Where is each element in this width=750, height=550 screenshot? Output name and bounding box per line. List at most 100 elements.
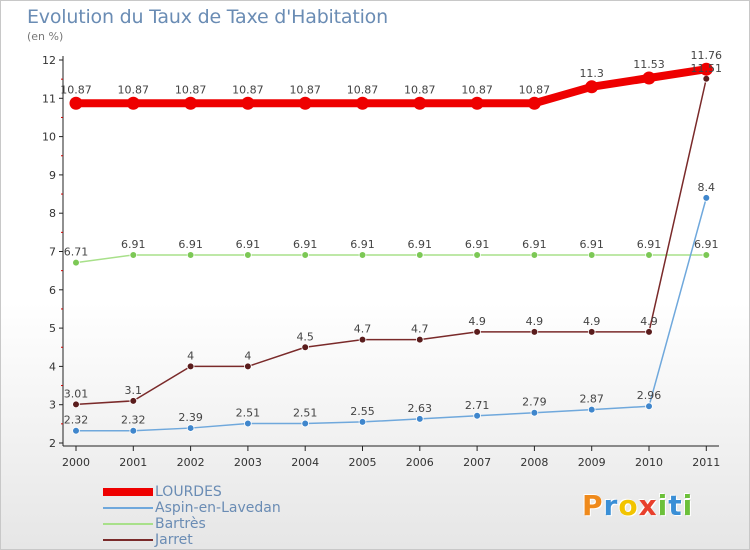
data-point-lourdes: [642, 71, 656, 85]
data-label-lourdes: 10.87: [404, 83, 436, 96]
data-label-lourdes: 10.87: [60, 83, 92, 96]
data-point-jarret: [530, 328, 539, 336]
y-tick-label: 12: [42, 54, 56, 67]
legend-label: Aspin-en-Lavedan: [155, 500, 281, 516]
data-point-lourdes: [527, 96, 541, 110]
data-point-jarret: [702, 74, 711, 83]
x-tick-label: 2009: [578, 456, 606, 469]
data-point-jarret: [415, 335, 424, 344]
data-label-bartr-s: 6.71: [64, 246, 89, 259]
data-label-jarret: 4.9: [640, 315, 658, 328]
data-label-bartr-s: 6.91: [236, 238, 261, 251]
data-label-jarret: 4: [187, 349, 194, 362]
data-point-bartr-s: [129, 251, 138, 259]
y-tick-label: 9: [49, 169, 56, 182]
data-label-aspin-en-lavedan: 2.87: [579, 393, 604, 406]
data-label-aspin-en-lavedan: 2.39: [178, 411, 203, 424]
legend-swatch: [103, 523, 153, 525]
data-label-bartr-s: 6.91: [522, 238, 547, 251]
x-tick-label: 2010: [635, 456, 663, 469]
logo-letter: i: [682, 489, 694, 522]
legend-label: LOURDES: [155, 484, 222, 500]
data-label-lourdes: 11.76: [691, 49, 723, 62]
legend-swatch: [103, 507, 153, 509]
y-tick-label: 11: [42, 92, 56, 105]
y-tick-label: 7: [49, 246, 56, 259]
data-label-jarret: 4.7: [411, 323, 429, 336]
data-point-jarret: [473, 328, 481, 336]
data-point-jarret: [587, 328, 596, 336]
data-label-bartr-s: 6.91: [637, 238, 662, 251]
logo-letter: i: [657, 489, 669, 522]
y-tick-label: 3: [49, 399, 56, 412]
series-line-lourdes: [72, 65, 711, 108]
data-label-aspin-en-lavedan: 2.96: [637, 389, 662, 402]
data-label-aspin-en-lavedan: 2.71: [465, 399, 490, 412]
data-point-aspin-en-lavedan: [645, 402, 653, 411]
data-label-bartr-s: 6.91: [408, 238, 433, 251]
data-point-lourdes: [298, 96, 312, 110]
data-point-aspin-en-lavedan: [301, 419, 310, 428]
data-label-bartr-s: 6.91: [350, 238, 375, 251]
data-label-lourdes: 10.87: [461, 83, 493, 96]
data-label-jarret: 4.5: [296, 330, 314, 343]
data-label-aspin-en-lavedan: 2.51: [293, 406, 318, 419]
data-label-jarret: 4.7: [354, 323, 372, 336]
data-label-aspin-en-lavedan: 8.4: [698, 181, 716, 194]
data-point-bartr-s: [72, 258, 80, 267]
x-tick-label: 2005: [349, 456, 377, 469]
legend-label: Bartrès: [155, 516, 206, 532]
data-label-lourdes: 10.87: [232, 83, 264, 96]
data-point-bartr-s: [358, 251, 367, 259]
data-point-jarret: [129, 397, 138, 405]
data-label-lourdes: 10.87: [519, 83, 551, 96]
series-line-bartr-s: [75, 254, 708, 264]
data-label-aspin-en-lavedan: 2.63: [408, 402, 433, 415]
data-point-lourdes: [356, 96, 369, 110]
data-point-bartr-s: [186, 251, 195, 259]
data-point-aspin-en-lavedan: [244, 419, 252, 428]
y-tick-label: 8: [49, 207, 56, 220]
series-line-aspin-en-lavedan: [75, 197, 708, 432]
data-point-aspin-en-lavedan: [358, 418, 367, 426]
y-tick-label: 6: [49, 284, 56, 297]
data-point-aspin-en-lavedan: [530, 408, 539, 417]
data-label-bartr-s: 6.91: [579, 238, 604, 251]
data-point-lourdes: [470, 96, 484, 110]
data-label-jarret: 4: [244, 349, 251, 362]
data-point-bartr-s: [244, 251, 252, 259]
proxiti-logo: Proxiti: [582, 489, 693, 522]
x-tick-label: 2006: [406, 456, 434, 469]
logo-letter: r: [603, 489, 619, 522]
data-label-lourdes: 10.87: [118, 83, 150, 96]
data-label-lourdes: 11.53: [633, 58, 665, 71]
data-label-lourdes: 10.87: [347, 83, 379, 96]
logo-letter: o: [618, 489, 639, 522]
data-label-jarret: 3.01: [64, 387, 89, 400]
data-label-aspin-en-lavedan: 2.32: [121, 414, 146, 427]
x-tick-label: 2007: [463, 456, 491, 469]
data-label-bartr-s: 6.91: [293, 238, 318, 251]
legend-swatch: [103, 539, 153, 541]
line-chart: 2 3 4 5 6 7 8 9 10 11 12 2000 2001 2002 2003 2004 2005 20…: [42, 49, 723, 469]
x-tick-label: 2000: [62, 456, 90, 469]
y-tick-label: 2: [49, 437, 56, 450]
data-point-aspin-en-lavedan: [415, 415, 424, 423]
logo-letter: t: [668, 489, 683, 522]
data-point-aspin-en-lavedan: [129, 426, 138, 435]
data-label-lourdes: 10.87: [175, 83, 207, 96]
x-tick-label: 2008: [520, 456, 548, 469]
data-point-lourdes: [585, 80, 599, 94]
data-point-lourdes: [126, 96, 140, 110]
x-tick-label: 2011: [692, 456, 720, 469]
x-tick-label: 2004: [291, 456, 319, 469]
legend-label: Jarret: [155, 532, 193, 548]
data-point-aspin-en-lavedan: [72, 426, 80, 435]
data-point-bartr-s: [415, 251, 424, 259]
data-label-jarret: 4.9: [526, 315, 544, 328]
data-point-bartr-s: [587, 251, 596, 259]
data-label-bartr-s: 6.91: [121, 238, 146, 251]
data-label-jarret: 3.1: [125, 384, 143, 397]
data-label-lourdes: 11.3: [579, 67, 604, 80]
